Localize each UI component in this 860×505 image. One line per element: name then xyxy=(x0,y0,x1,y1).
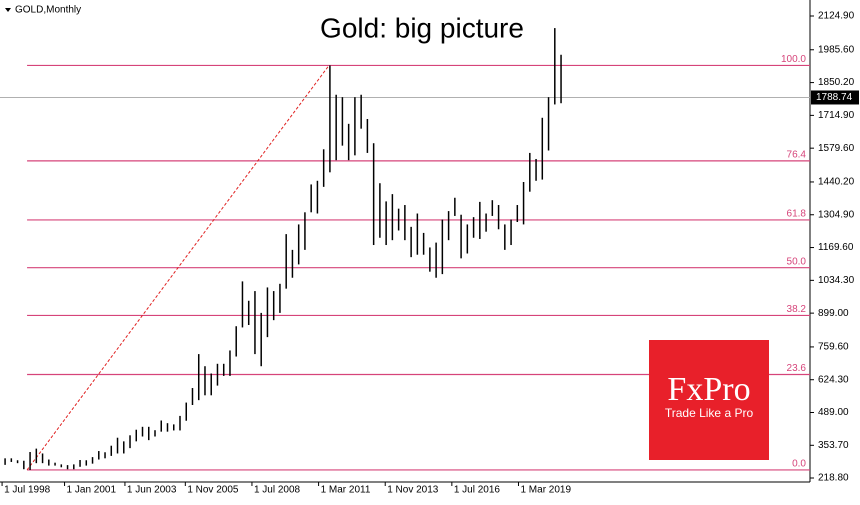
y-tick-label: 1034.30 xyxy=(818,275,855,286)
y-tick-label: 1304.90 xyxy=(818,209,855,220)
x-tick-label: 1 Nov 2005 xyxy=(187,485,239,496)
symbol: GOLD,Monthly xyxy=(15,5,81,16)
y-tick-label: 624.30 xyxy=(818,374,849,385)
y-tick-label: 489.00 xyxy=(818,407,849,418)
fib-label: 100.0 xyxy=(781,54,806,65)
logo-box xyxy=(649,340,769,460)
y-tick-label: 1440.20 xyxy=(818,177,855,188)
y-tick-label: 2124.90 xyxy=(818,11,855,22)
x-tick-label: 1 Nov 2013 xyxy=(387,485,439,496)
fib-label: 0.0 xyxy=(792,459,806,470)
fib-label: 76.4 xyxy=(787,150,807,161)
x-tick-label: 1 Jan 2001 xyxy=(67,485,117,496)
fib-label: 23.6 xyxy=(787,363,807,374)
fib-label: 38.2 xyxy=(787,304,807,315)
chart-title: Gold: big picture xyxy=(320,12,524,43)
logo-brand: FxPro xyxy=(667,371,750,408)
y-tick-label: 1579.60 xyxy=(818,143,855,154)
current-price-box xyxy=(811,90,859,105)
y-tick-label: 759.60 xyxy=(818,342,849,353)
x-tick-label: 1 Jul 2016 xyxy=(454,485,501,496)
y-tick-label: 1850.20 xyxy=(818,77,855,88)
fib-label: 50.0 xyxy=(787,256,807,267)
x-tick-label: 1 Mar 2011 xyxy=(321,485,371,496)
y-tick-label: 1714.90 xyxy=(818,110,855,121)
x-tick-label: 1 Jul 1998 xyxy=(4,485,51,496)
current-price-label: 1788.74 xyxy=(816,92,853,103)
y-tick-label: 1985.60 xyxy=(818,44,855,55)
x-tick-label: 1 Jun 2003 xyxy=(127,485,177,496)
y-tick-label: 218.80 xyxy=(818,473,849,484)
y-tick-label: 353.70 xyxy=(818,440,849,451)
fib-trend xyxy=(26,65,330,471)
logo-tagline: Trade Like a Pro xyxy=(665,406,754,420)
y-tick-label: 1169.60 xyxy=(818,242,854,253)
x-tick-label: 1 Mar 2019 xyxy=(520,485,571,496)
plot: 0.0 23.6 38.2 50.0 61.8 76.4 100.0 xyxy=(0,28,810,471)
y-tick-label: 899.00 xyxy=(818,308,849,319)
fib-label: 61.8 xyxy=(787,209,807,220)
menu-arrow xyxy=(5,8,11,12)
x-tick-label: 1 Jul 2008 xyxy=(254,485,301,496)
